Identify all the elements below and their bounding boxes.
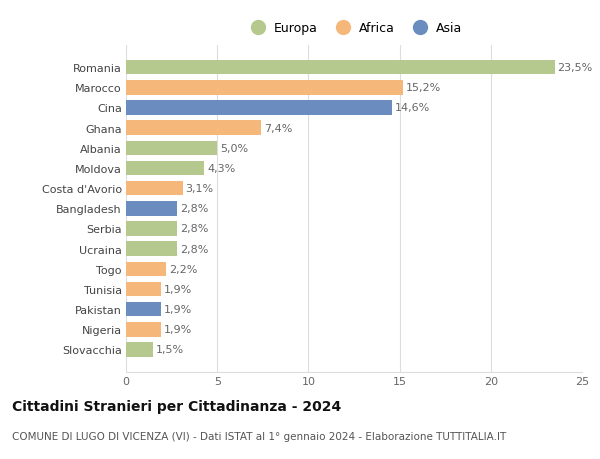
Text: 2,8%: 2,8% (180, 244, 208, 254)
Text: 2,2%: 2,2% (169, 264, 197, 274)
Bar (126, 61, 554, 75)
Text: 3,1%: 3,1% (185, 184, 214, 194)
Text: COMUNE DI LUGO DI VICENZA (VI) - Dati ISTAT al 1° gennaio 2024 - Elaborazione TU: COMUNE DI LUGO DI VICENZA (VI) - Dati IS… (12, 431, 506, 442)
Bar (126, 322, 161, 337)
Legend: Europa, Africa, Asia: Europa, Africa, Asia (243, 20, 465, 38)
Bar (126, 342, 154, 357)
Bar (126, 262, 166, 276)
Text: Cittadini Stranieri per Cittadinanza - 2024: Cittadini Stranieri per Cittadinanza - 2… (12, 399, 341, 413)
Bar (126, 302, 161, 317)
Text: 1,9%: 1,9% (163, 285, 191, 294)
Bar (126, 202, 177, 216)
Text: 1,5%: 1,5% (156, 345, 184, 355)
Bar (126, 242, 177, 256)
Text: 5,0%: 5,0% (220, 144, 248, 153)
Text: 1,9%: 1,9% (163, 325, 191, 335)
Bar (126, 121, 261, 135)
Text: 23,5%: 23,5% (557, 63, 593, 73)
Bar (126, 181, 182, 196)
Bar (126, 162, 205, 176)
Bar (126, 101, 392, 116)
Bar (126, 81, 403, 95)
Text: 2,8%: 2,8% (180, 204, 208, 214)
Bar (126, 222, 177, 236)
Bar (126, 282, 161, 297)
Text: 1,9%: 1,9% (163, 304, 191, 314)
Text: 7,4%: 7,4% (264, 123, 292, 133)
Text: 4,3%: 4,3% (207, 163, 235, 174)
Text: 14,6%: 14,6% (395, 103, 430, 113)
Bar (126, 141, 217, 156)
Text: 2,8%: 2,8% (180, 224, 208, 234)
Text: 15,2%: 15,2% (406, 83, 441, 93)
